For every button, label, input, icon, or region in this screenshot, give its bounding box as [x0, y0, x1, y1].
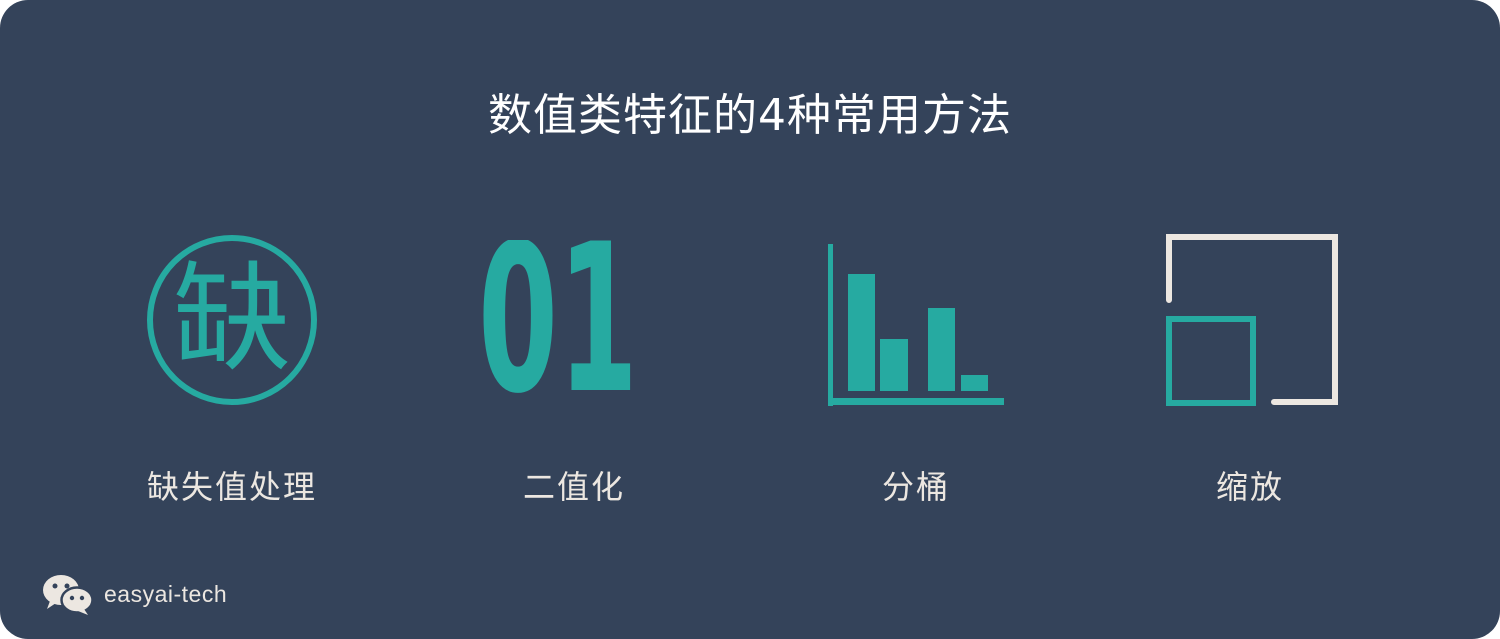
binary-01-icon: 01	[478, 240, 638, 400]
bar-3	[928, 308, 955, 391]
page-title: 数值类特征的4种常用方法	[488, 90, 1012, 141]
bar-2	[880, 339, 908, 391]
bar-1	[848, 274, 875, 391]
method-label-binarization: 二值化	[522, 468, 625, 506]
wechat-icon	[43, 575, 94, 615]
binary-glyph: 01	[478, 240, 638, 400]
bar-chart-x-axis	[828, 398, 1004, 405]
footer-account-name: easyai-tech	[104, 580, 228, 607]
small-square-outline	[1166, 316, 1256, 406]
bar-chart-icon	[828, 244, 1004, 406]
missing-value-icon: 缺	[147, 235, 317, 405]
large-square-outline	[1166, 234, 1338, 405]
method-label-bucketing: 分桶	[881, 468, 950, 506]
method-label-scaling: 缩放	[1215, 468, 1284, 506]
bar-4	[961, 375, 988, 391]
scale-squares-icon	[1166, 234, 1338, 406]
method-label-missing-value: 缺失值处理	[146, 468, 317, 506]
bar-chart-y-axis	[828, 244, 833, 406]
footer-brand: easyai-tech	[42, 572, 227, 616]
missing-value-glyph: 缺	[173, 250, 291, 388]
